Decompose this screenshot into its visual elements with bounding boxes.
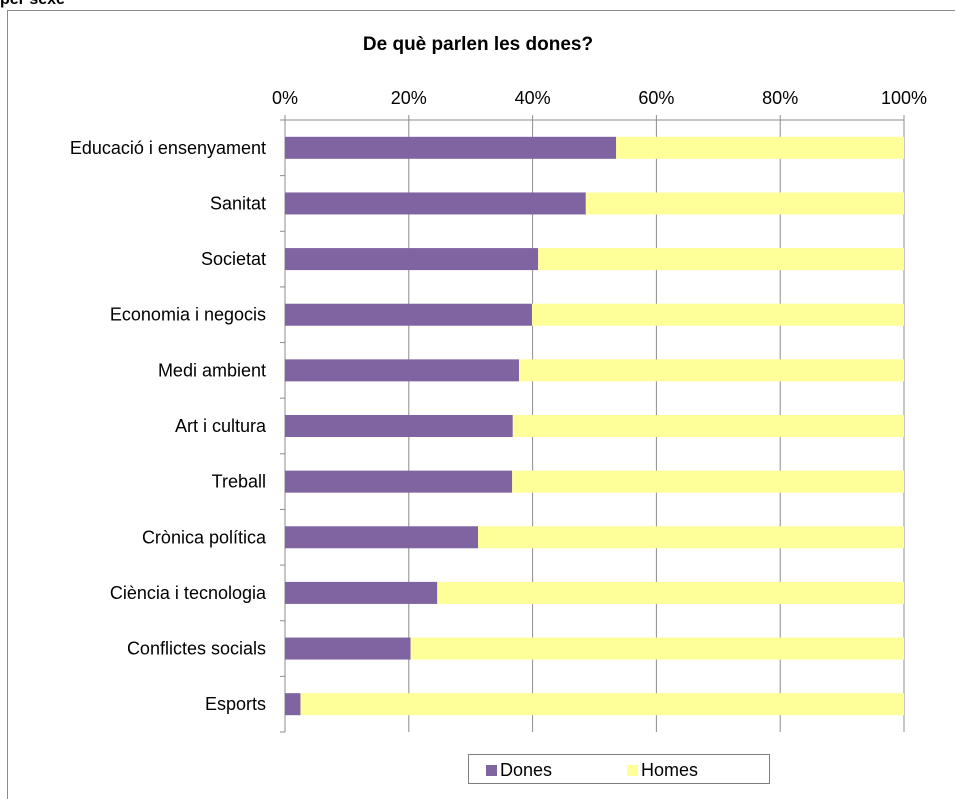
- bar-dones: [285, 192, 586, 215]
- chart-title: De què parlen les dones?: [362, 34, 594, 55]
- bar-dones: [285, 581, 438, 604]
- legend-label-homes: Homes: [641, 760, 699, 780]
- x-tick-label: 100%: [881, 88, 927, 108]
- bar-homes: [437, 581, 904, 604]
- category-label: Economia i negocis: [110, 305, 266, 325]
- legend-swatch-homes: [627, 764, 638, 776]
- bar-homes: [512, 470, 904, 493]
- x-tick-label: 40%: [515, 88, 551, 108]
- bar-dones: [285, 415, 513, 437]
- bar-dones: [285, 303, 532, 326]
- bar-dones: [285, 526, 479, 549]
- bar-homes: [538, 248, 904, 271]
- bar-homes: [512, 415, 904, 437]
- category-label: Medi ambient: [158, 360, 266, 380]
- bar-homes: [410, 637, 904, 660]
- legend: Dones Homes: [468, 754, 770, 784]
- bar-homes: [478, 526, 904, 549]
- legend-item-homes: Homes: [627, 761, 698, 779]
- category-label: Educació i ensenyament: [70, 138, 266, 158]
- bar-homes: [518, 359, 904, 382]
- bar-dones: [285, 359, 519, 382]
- category-label: Esports: [205, 694, 266, 714]
- bar-homes: [585, 192, 904, 215]
- x-tick-label: 60%: [638, 88, 674, 108]
- category-label: Crònica política: [142, 527, 267, 547]
- category-label: Treball: [212, 472, 266, 492]
- bar-homes: [616, 136, 904, 159]
- x-tick-label: 20%: [391, 88, 427, 108]
- category-label: Sanitat: [210, 193, 266, 213]
- category-label: Societat: [201, 249, 266, 269]
- bar-homes: [531, 303, 904, 326]
- x-tick-label: 80%: [762, 88, 798, 108]
- x-tick-label: 0%: [272, 88, 298, 108]
- bar-dones: [285, 470, 513, 493]
- legend-item-dones: Dones: [486, 761, 552, 779]
- category-label: Ciència i tecnologia: [110, 583, 267, 603]
- legend-swatch-dones: [486, 764, 497, 776]
- bar-dones: [285, 693, 301, 716]
- bar-homes: [300, 693, 905, 716]
- bar-dones: [285, 248, 539, 271]
- category-label: Conflictes socials: [127, 639, 266, 659]
- header-cut-text: per sexe: [0, 0, 65, 8]
- category-label: Art i cultura: [175, 416, 267, 436]
- legend-label-dones: Dones: [500, 760, 553, 780]
- bar-dones: [285, 136, 617, 159]
- bar-dones: [285, 637, 411, 660]
